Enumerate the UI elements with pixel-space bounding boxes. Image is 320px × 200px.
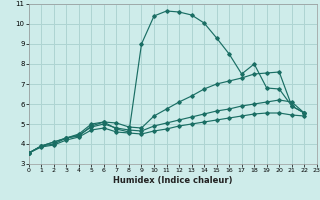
X-axis label: Humidex (Indice chaleur): Humidex (Indice chaleur) bbox=[113, 176, 233, 185]
